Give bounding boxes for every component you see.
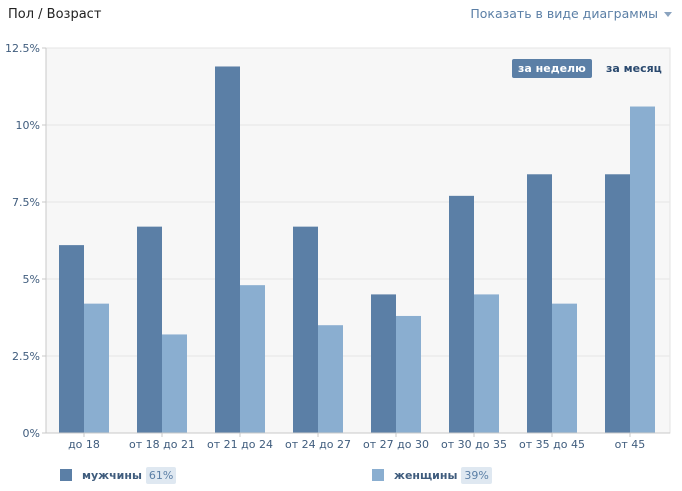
bar-men[interactable]	[59, 245, 84, 433]
bar-men[interactable]	[371, 294, 396, 433]
bar-men[interactable]	[137, 226, 162, 433]
bar-men[interactable]	[527, 174, 552, 433]
show-as-diagram-label: Показать в виде диаграммы	[470, 6, 658, 21]
bar-women[interactable]	[552, 303, 577, 433]
x-tick-label: от 21 до 24	[207, 438, 273, 451]
legend-men-percent: 61%	[145, 466, 177, 484]
bar-women[interactable]	[84, 303, 109, 433]
bar-men[interactable]	[293, 226, 318, 433]
bar-men[interactable]	[215, 66, 240, 433]
bar-women[interactable]	[240, 285, 265, 433]
y-tick-label: 7.5%	[12, 196, 40, 209]
legend-men-label: мужчины	[82, 468, 142, 482]
x-tick-label: до 18	[68, 438, 100, 451]
y-tick-label: 2.5%	[12, 350, 40, 363]
bar-men[interactable]	[605, 174, 630, 433]
bar-women[interactable]	[396, 315, 421, 433]
page-title: Пол / Возраст	[8, 7, 102, 22]
period-week-button[interactable]: за неделю	[512, 59, 592, 78]
period-month-button[interactable]: за месяц	[606, 62, 662, 75]
bar-chart: 0% 2.5% 5% 7.5% 10% 12.5% до 18 от 18 до 21 от …	[5, 42, 671, 451]
x-tick-label: от 35 до 45	[519, 438, 585, 451]
x-tick-label: от 27 до 30	[363, 438, 429, 451]
bar-men[interactable]	[449, 195, 474, 433]
legend-men[interactable]: мужчины 61%	[60, 465, 177, 485]
legend-women-percent: 39%	[461, 466, 492, 484]
y-tick-label: 0%	[23, 427, 40, 440]
y-tick-label: 5%	[23, 273, 40, 286]
legend-women[interactable]: женщины 39%	[372, 465, 492, 485]
legend-men-swatch	[60, 469, 72, 481]
bar-women[interactable]	[630, 106, 655, 434]
x-tick-label: от 24 до 27	[285, 438, 351, 451]
legend-women-swatch	[372, 469, 384, 481]
x-tick-label: от 30 до 35	[441, 438, 507, 451]
bar-women[interactable]	[474, 294, 499, 433]
show-as-diagram-link[interactable]: Показать в виде диаграммы	[470, 6, 672, 21]
bar-women[interactable]	[162, 334, 187, 433]
y-tick-label: 10%	[16, 119, 40, 132]
legend-women-label: женщины	[394, 468, 458, 482]
bar-women[interactable]	[318, 325, 343, 433]
x-tick-label: от 45	[615, 438, 646, 451]
chevron-down-icon	[664, 12, 672, 17]
y-tick-label: 12.5%	[5, 42, 40, 55]
x-tick-label: от 18 до 21	[129, 438, 195, 451]
